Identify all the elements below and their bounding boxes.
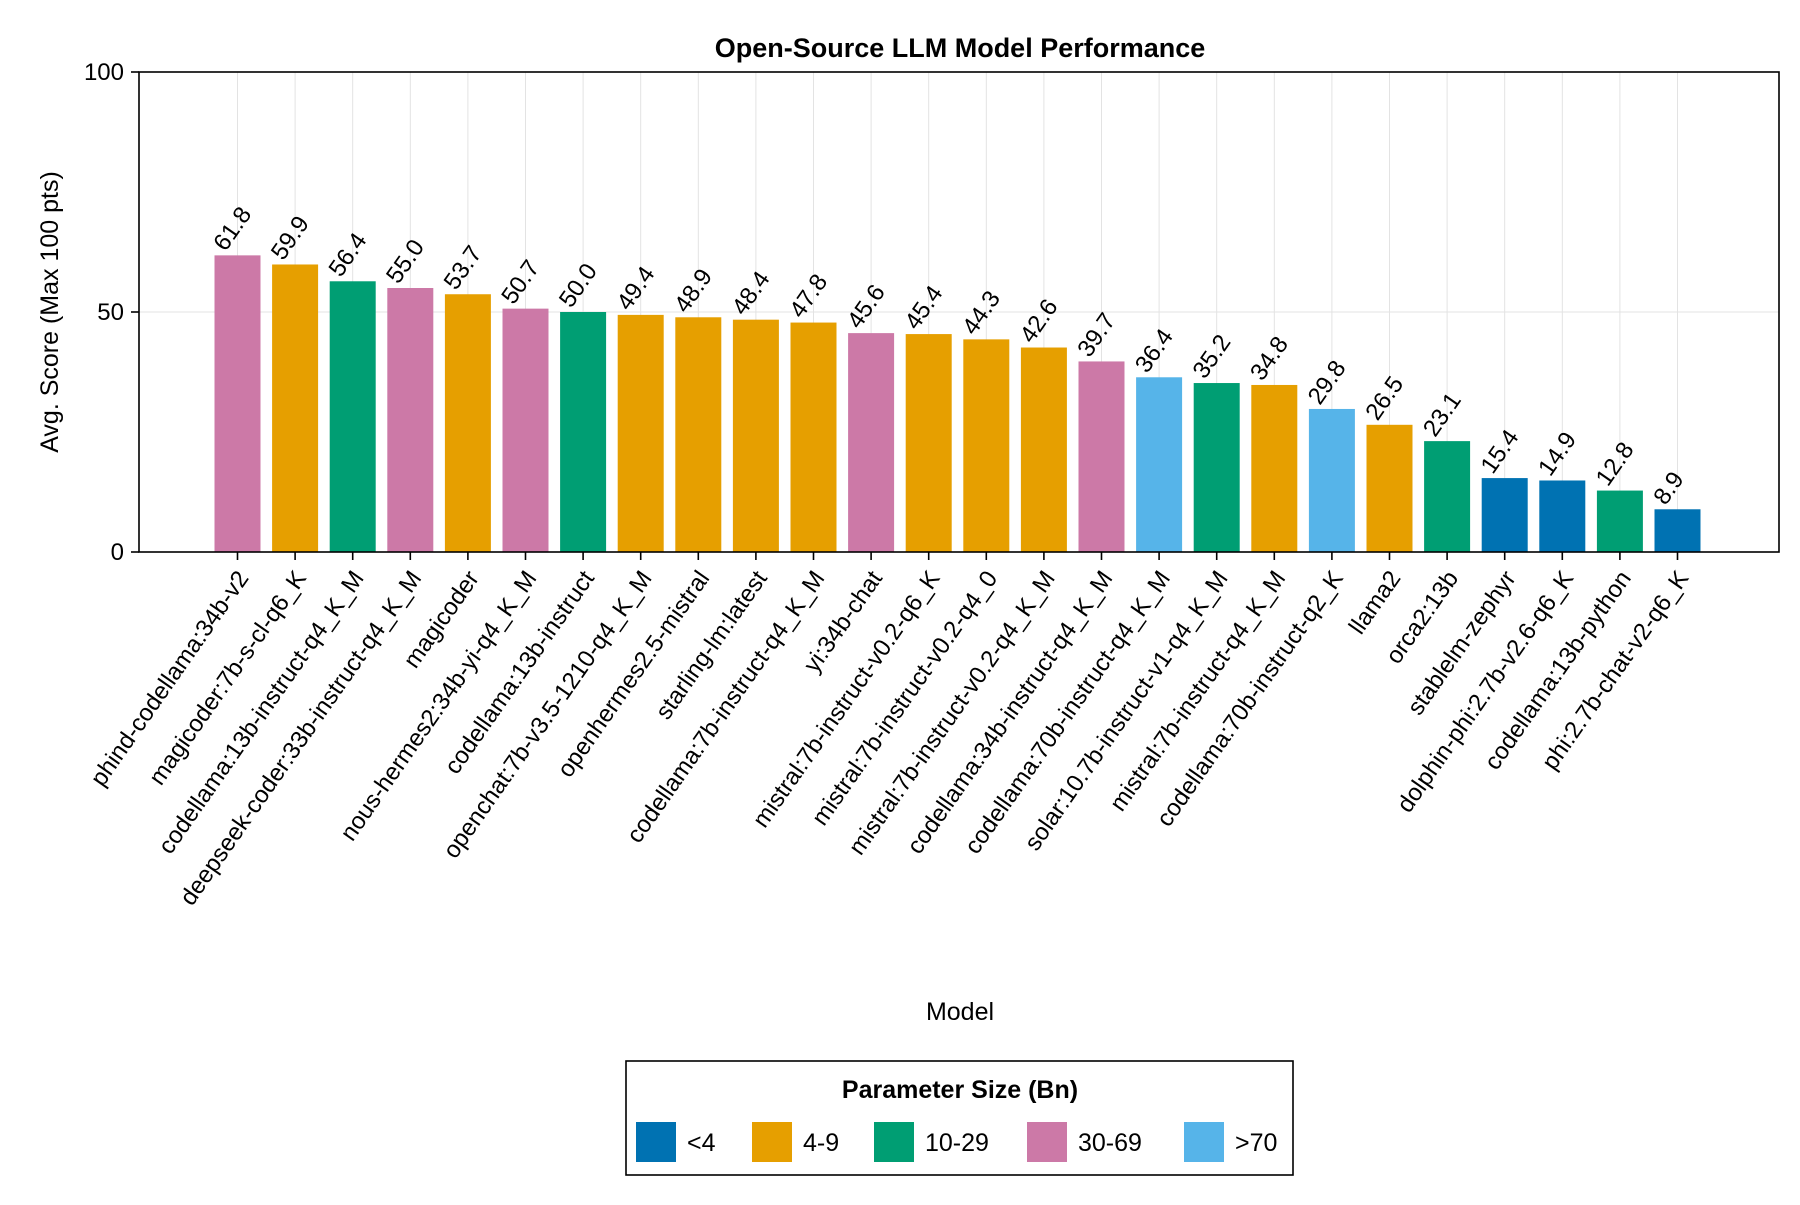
data-label: 45.6 [842,280,891,334]
data-label: 36.4 [1130,324,1179,378]
chart-title: Open-Source LLM Model Performance [715,33,1206,63]
data-label: 29.8 [1303,356,1352,410]
bar [329,281,376,552]
bar [1366,424,1413,552]
bar [1424,441,1471,552]
legend-swatch [636,1122,676,1162]
data-label: 53.7 [439,241,488,295]
data-label: 15.4 [1475,425,1524,479]
bar [1654,509,1701,552]
bar [1078,361,1125,552]
data-label: 23.1 [1418,388,1467,442]
data-label: 61.8 [208,202,257,256]
legend-label: 30-69 [1078,1129,1142,1157]
legend: Parameter Size (Bn) <4 4-9 10-29 30-69 >70 [625,1060,1294,1176]
data-label: 50.0 [554,259,603,313]
x-axis: phind-codellama:34b-v2magicoder:7b-s-cl-… [85,552,1694,910]
bar [1539,480,1586,552]
bar [560,312,607,552]
data-label: 49.4 [611,262,660,316]
legend-swatch [1027,1122,1067,1162]
data-label: 47.8 [784,269,833,323]
legend-entries: <4 4-9 10-29 30-69 >70 [636,1122,1277,1162]
data-label: 8.9 [1648,467,1689,510]
bar [1481,478,1528,552]
legend-label: 4-9 [803,1129,839,1157]
bar [790,322,837,552]
y-tick-label: 100 [84,59,124,86]
bar [387,288,434,552]
data-label: 42.6 [1015,294,1064,348]
y-tick-label: 0 [111,539,124,566]
data-label: 55.0 [381,235,430,289]
bar [444,294,491,552]
data-label: 48.9 [669,264,718,318]
legend-label: 10-29 [925,1129,989,1157]
legend-swatch [752,1122,792,1162]
bar [617,314,664,552]
bar [214,255,261,553]
bar [675,317,722,552]
bar [272,264,319,552]
data-label: 59.9 [266,211,315,265]
data-label: 39.7 [1072,308,1121,362]
legend-label: <4 [687,1129,716,1157]
data-label: 44.3 [957,286,1006,340]
legend-label: >70 [1235,1129,1277,1157]
y-axis-label: Avg. Score (Max 100 pts) [36,171,64,453]
bar [905,334,952,552]
y-axis: 0 50 100 [84,59,139,566]
bar [1193,383,1240,552]
data-label: 14.9 [1533,427,1582,481]
bar [1596,490,1643,552]
bar [848,333,895,552]
data-label: 26.5 [1360,371,1409,425]
grid [139,71,1779,553]
data-label: 12.8 [1591,437,1640,491]
legend-title: Parameter Size (Bn) [842,1076,1078,1104]
legend-swatch [874,1122,914,1162]
bar [1251,384,1298,552]
bar [1136,377,1183,552]
legend-box [625,1060,1294,1176]
bars [214,255,1701,553]
bar [1308,408,1355,552]
data-label: 34.8 [1245,332,1294,386]
bar [1020,347,1067,552]
legend-swatch [1184,1122,1224,1162]
data-label: 35.2 [1187,330,1236,384]
bar [963,339,1010,552]
bar [732,319,779,552]
x-axis-label: Model [926,998,994,1026]
bar [502,308,549,552]
y-tick-label: 50 [97,299,124,326]
data-label: 56.4 [323,228,372,282]
data-label: 50.7 [496,255,545,309]
data-label: 45.4 [899,281,948,335]
